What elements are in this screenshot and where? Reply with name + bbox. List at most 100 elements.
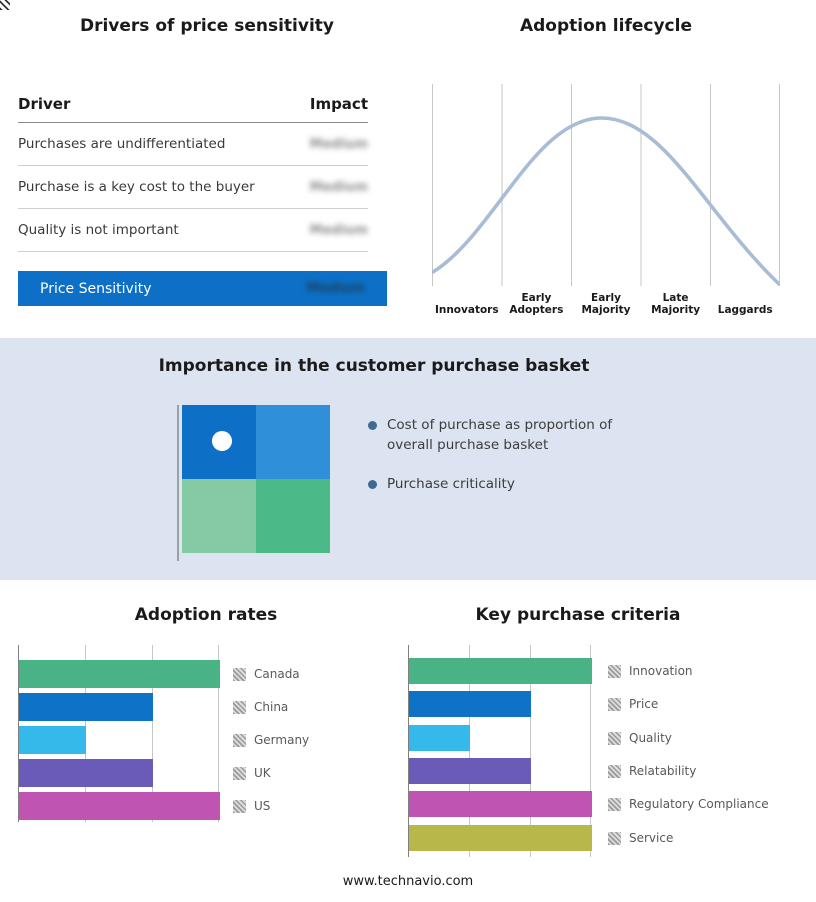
driver-cell: Purchase is a key cost to the buyer [18, 179, 255, 195]
bullet-icon [368, 421, 377, 430]
stage-label-laggards: Laggards [717, 304, 773, 317]
basket-bullets: Cost of purchase as proportion of overal… [368, 416, 640, 515]
footer-url: www.technavio.com [342, 874, 474, 889]
legend-label: US [254, 799, 271, 813]
quadrant-axis-line [177, 405, 179, 561]
price-sensitivity-impact-redacted: Medium [306, 281, 365, 296]
legend-label: Service [629, 831, 674, 845]
legend-item-regulatory-compliance: Regulatory Compliance [608, 797, 769, 811]
stage-label-early-adopters: Early Adopters [509, 291, 564, 317]
impact-column-header: Impact [309, 95, 368, 113]
legend-label: Germany [254, 733, 310, 747]
bar-regulatory-compliance [409, 791, 592, 817]
adoption-rates-title: Adoption rates [134, 605, 278, 625]
bar-service [409, 825, 592, 851]
driver-cell: Purchases are undifferentiated [18, 136, 226, 152]
legend-swatch-redacted [608, 831, 621, 845]
stage-label-late-majority: Late Majority [651, 291, 701, 317]
gridline [530, 645, 531, 857]
purchase-basket-quadrant [182, 405, 330, 553]
impact-cell-redacted: Medium [309, 136, 368, 152]
stage-label-early-majority: Early Majority [581, 291, 631, 317]
bell-curve [432, 116, 780, 286]
corner-artifact [0, 0, 10, 10]
legend-label: Price [629, 697, 659, 711]
legend-item-price: Price [608, 697, 658, 711]
legend-swatch-redacted [608, 764, 621, 778]
legend-swatch-redacted [608, 664, 621, 678]
legend-label: Canada [254, 667, 300, 681]
legend-label: Relatability [629, 764, 697, 778]
y-axis-line [408, 645, 409, 857]
legend-item-uk: UK [233, 766, 271, 780]
quadrant-top-right [256, 405, 330, 479]
bar-china [19, 693, 153, 721]
lifecycle-title: Adoption lifecycle [519, 16, 692, 36]
quadrant-bottom-right [256, 479, 330, 553]
legend-label: Regulatory Compliance [629, 797, 769, 811]
drivers-table: Driver Impact Purchases are undifferenti… [18, 95, 368, 252]
adoption-rates-plot [18, 645, 220, 822]
legend-swatch-redacted [233, 766, 246, 780]
bullet-item: Purchase criticality [368, 475, 640, 495]
legend-label: Innovation [629, 664, 693, 678]
bar-canada [19, 660, 220, 688]
legend-swatch-redacted [608, 697, 621, 711]
legend-item-germany: Germany [233, 733, 309, 747]
price-sensitivity-bar: Price Sensitivity Medium [18, 271, 387, 306]
bar-price [409, 691, 531, 717]
table-row: Purchase is a key cost to the buyer Medi… [18, 166, 368, 209]
lifecycle-stage-labels: Innovators Early Adopters Early Majority… [432, 287, 780, 317]
bar-innovation [409, 658, 592, 684]
legend-swatch-redacted [233, 700, 246, 714]
basket-title: Importance in the customer purchase bask… [158, 356, 590, 376]
quadrant-bottom-left [182, 479, 256, 553]
impact-cell-redacted: Medium [309, 222, 368, 238]
legend-item-china: China [233, 700, 288, 714]
table-row: Quality is not important Medium [18, 209, 368, 252]
position-marker-dot [212, 431, 232, 451]
stage-label-innovators: Innovators [434, 304, 499, 317]
legend-item-canada: Canada [233, 667, 300, 681]
gridline [152, 645, 153, 822]
driver-cell: Quality is not important [18, 222, 179, 238]
legend-swatch-redacted [233, 667, 246, 681]
legend-swatch-redacted [608, 731, 621, 745]
legend-item-quality: Quality [608, 731, 672, 745]
legend-label: Quality [629, 731, 672, 745]
gridline [218, 645, 219, 822]
legend-item-service: Service [608, 831, 673, 845]
gridline [590, 645, 591, 857]
legend-swatch-redacted [608, 797, 621, 811]
bar-uk [19, 759, 153, 787]
driver-column-header: Driver [18, 95, 71, 113]
legend-swatch-redacted [233, 733, 246, 747]
impact-cell-redacted: Medium [309, 179, 368, 195]
y-axis-line [18, 645, 19, 822]
purchase-basket-band [0, 338, 816, 580]
drivers-panel-title: Drivers of price sensitivity [79, 16, 335, 36]
table-row: Purchases are undifferentiated Medium [18, 123, 368, 166]
bullet-item: Cost of purchase as proportion of overal… [368, 416, 640, 455]
legend-label: UK [254, 766, 271, 780]
key-criteria-title: Key purchase criteria [475, 605, 681, 625]
bar-quality [409, 725, 470, 751]
legend-label: China [254, 700, 289, 714]
bullet-text: Purchase criticality [387, 476, 515, 493]
lifecycle-chart [432, 84, 780, 286]
legend-item-innovation: Innovation [608, 664, 693, 678]
bar-germany [19, 726, 86, 754]
legend-swatch-redacted [233, 799, 246, 813]
legend-item-relatability: Relatability [608, 764, 696, 778]
bar-relatability [409, 758, 531, 784]
quadrant-top-left [182, 405, 256, 479]
bullet-text: Cost of purchase as proportion of overal… [387, 417, 613, 453]
key-criteria-plot [408, 645, 592, 857]
gridline [469, 645, 470, 857]
bar-us [19, 792, 220, 820]
legend-item-us: US [233, 799, 270, 813]
drivers-table-header: Driver Impact [18, 95, 368, 123]
bullet-icon [368, 480, 377, 490]
price-sensitivity-label: Price Sensitivity [40, 280, 152, 297]
